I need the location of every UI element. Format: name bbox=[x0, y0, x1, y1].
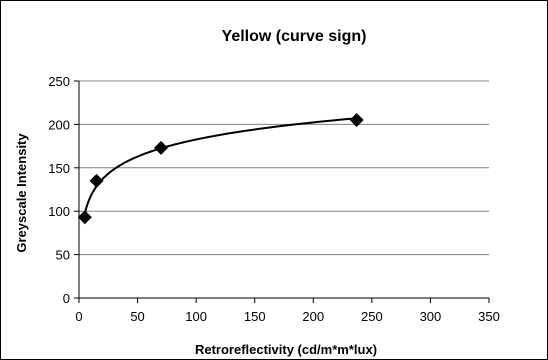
y-tick-label-0: 0 bbox=[63, 291, 70, 306]
x-axis-label: Retroreflectivity (cd/m*m*lux) bbox=[195, 342, 377, 357]
y-axis-label: Greyscale Intensity bbox=[14, 133, 29, 253]
y-tick-label-2: 100 bbox=[48, 204, 70, 219]
x-tick-label-5: 250 bbox=[361, 309, 383, 324]
x-tick-label-1: 50 bbox=[130, 309, 144, 324]
chart-title: Yellow (curve sign) bbox=[222, 28, 367, 45]
x-tick-label-2: 100 bbox=[185, 309, 207, 324]
data-point-3 bbox=[349, 113, 364, 128]
y-tick-label-5: 250 bbox=[48, 74, 70, 89]
data-point-1 bbox=[89, 173, 104, 188]
y-tick-label-4: 200 bbox=[48, 117, 70, 132]
x-tick-label-0: 0 bbox=[75, 309, 82, 324]
data-point-0 bbox=[77, 210, 92, 225]
trendline-series-0 bbox=[83, 117, 357, 214]
data-point-2 bbox=[154, 140, 168, 155]
x-tick-label-3: 150 bbox=[244, 309, 266, 324]
plot-area: 0 50 100 150 200 250 0 50 100 150 200 250 300 350 bbox=[48, 74, 500, 324]
x-tick-label-6: 300 bbox=[420, 309, 442, 324]
y-tick-label-1: 50 bbox=[56, 248, 70, 263]
x-tick-label-4: 200 bbox=[302, 309, 324, 324]
y-tick-label-3: 150 bbox=[48, 161, 70, 176]
x-tick-label-7: 350 bbox=[478, 309, 500, 324]
